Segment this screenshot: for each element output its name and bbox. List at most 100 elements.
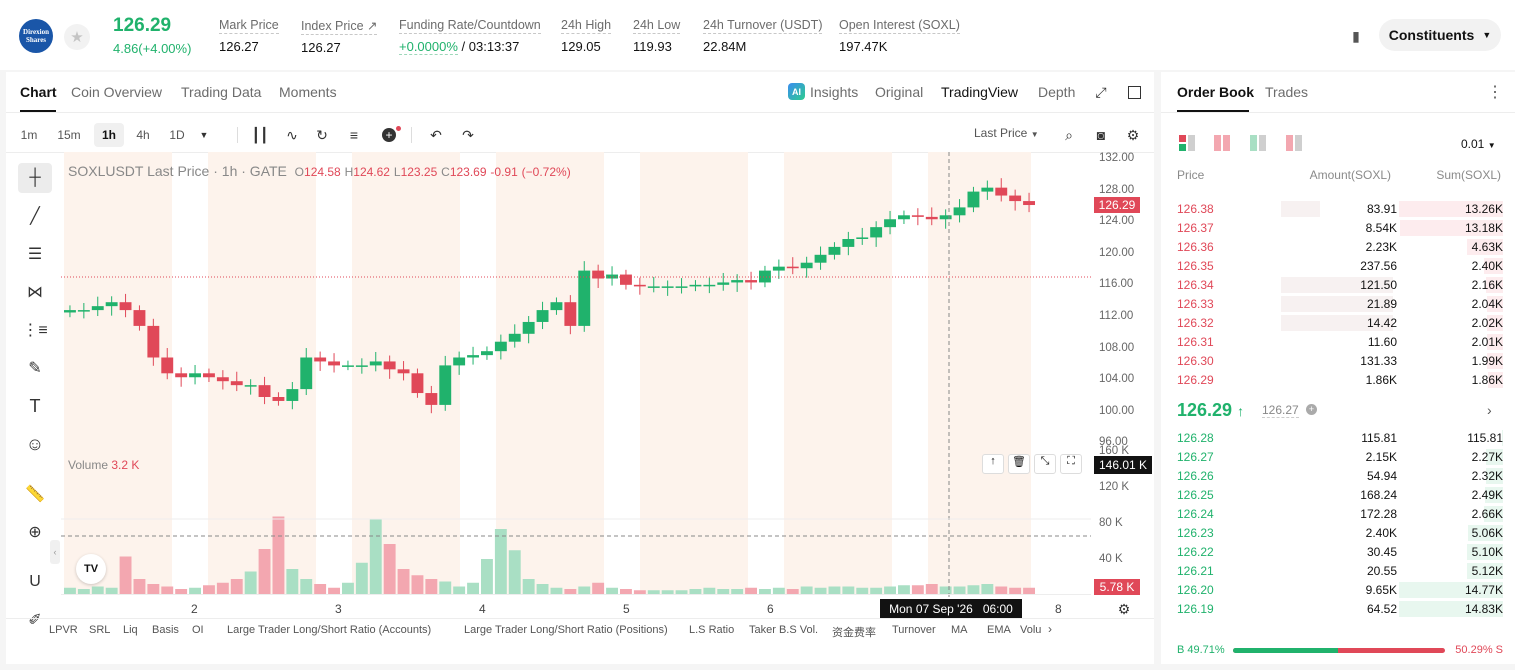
redo-icon[interactable]: ↷ — [462, 126, 474, 143]
indicator-chip[interactable]: EMA — [987, 624, 1011, 636]
pencil-lock-tool-icon[interactable]: ✐ — [28, 612, 42, 629]
magnet-tool-icon[interactable]: U — [29, 573, 41, 590]
tradingview-logo[interactable]: TV — [76, 554, 106, 584]
pane-delete-icon[interactable]: 🗑 — [1008, 454, 1030, 474]
ask-row[interactable]: 126.31 11.60 2.01K — [1177, 333, 1503, 352]
undo-icon[interactable]: ↶ — [430, 126, 442, 143]
indicators-next-icon[interactable]: › — [1048, 622, 1052, 636]
indicator-chip[interactable]: Large Trader Long/Short Ratio (Accounts) — [227, 624, 432, 636]
bid-row[interactable]: 126.28 115.81 115.81 — [1177, 429, 1503, 448]
favorite-star-icon[interactable]: ★ — [64, 24, 90, 50]
ask-row[interactable]: 126.35 237.56 2.40K — [1177, 257, 1503, 276]
bid-row[interactable]: 126.19 64.52 14.83K — [1177, 600, 1503, 619]
price-change: 4.86(+4.00%) — [113, 41, 192, 56]
timeframe-1d[interactable]: 1D — [169, 128, 185, 142]
view-asks-icon[interactable] — [1214, 135, 1230, 151]
indicator-chip[interactable]: L.S Ratio — [689, 624, 735, 636]
ask-row[interactable]: 126.32 14.42 2.02K — [1177, 314, 1503, 333]
settings-gear-icon[interactable]: ⚙ — [1126, 126, 1140, 143]
pane-up-icon[interactable]: ↑ — [982, 454, 1004, 474]
indicators-icon[interactable]: ∿ — [286, 126, 298, 143]
ask-row[interactable]: 126.34 121.50 2.16K — [1177, 276, 1503, 295]
view-depth[interactable]: Depth — [1038, 84, 1076, 100]
bid-row[interactable]: 126.20 9.65K 14.77K — [1177, 581, 1503, 600]
ask-row[interactable]: 126.33 21.89 2.04K — [1177, 295, 1503, 314]
tab-chart[interactable]: Chart — [20, 84, 57, 100]
timeframe-1m[interactable]: 1m — [20, 128, 38, 142]
tab-order-book[interactable]: Order Book — [1177, 84, 1255, 100]
amount-depth-bar — [1281, 277, 1393, 293]
more-menu-icon[interactable]: ⋮ — [1487, 84, 1503, 101]
timeframe-15m[interactable]: 15m — [57, 128, 81, 142]
constituents-button[interactable]: Constituents ▼ — [1379, 19, 1501, 51]
mark-info-icon[interactable]: + — [1306, 404, 1317, 415]
ruler-tool-icon[interactable]: 📏 — [25, 486, 45, 503]
fib-tool-icon[interactable]: ⋮≡ — [22, 322, 48, 339]
view-tradingview[interactable]: TradingView — [941, 84, 1019, 100]
pattern-tool-icon[interactable]: ⋈ — [27, 284, 43, 301]
replay-icon[interactable]: ↻ — [316, 126, 328, 143]
indicator-chip[interactable]: Turnover — [892, 624, 936, 636]
collapse-toolbar-icon[interactable]: ‹ — [50, 540, 60, 564]
bid-row[interactable]: 126.22 30.45 5.10K — [1177, 543, 1503, 562]
candle-type-icon[interactable]: ┃┃ — [251, 126, 269, 143]
brush-tool-icon[interactable]: ✎ — [28, 360, 42, 377]
bid-row[interactable]: 126.25 168.24 2.49K — [1177, 486, 1503, 505]
indicator-chip[interactable]: Taker B.S Vol. — [749, 624, 819, 636]
ask-row[interactable]: 126.38 83.91 13.26K — [1177, 200, 1503, 219]
ask-row[interactable]: 126.30 131.33 1.99K — [1177, 352, 1503, 371]
price-type-select[interactable]: Last Price ▼ — [974, 126, 1039, 140]
timeframe-4h[interactable]: 4h — [136, 128, 150, 142]
view-bids-icon[interactable] — [1250, 135, 1266, 151]
indicator-chip[interactable]: Large Trader Long/Short Ratio (Positions… — [464, 624, 668, 636]
indicator-chip[interactable]: Liq — [123, 624, 138, 636]
ask-row[interactable]: 126.29 1.86K 1.86K — [1177, 371, 1503, 390]
camera-icon[interactable]: ◙ — [1096, 127, 1106, 143]
bid-row[interactable]: 126.23 2.40K 5.06K — [1177, 524, 1503, 543]
view-alt-icon[interactable] — [1286, 135, 1302, 151]
window-icon[interactable] — [1122, 80, 1146, 104]
crosshair-tool-icon[interactable]: ┼ — [18, 163, 52, 193]
search-icon[interactable]: ⌕ — [1065, 126, 1073, 143]
volume-bar — [772, 587, 785, 594]
stat-index-price[interactable]: Index Price ↗ 126.27 — [301, 19, 378, 55]
candlestick-chart[interactable] — [6, 152, 1154, 614]
view-both-icon[interactable] — [1179, 135, 1195, 151]
view-original[interactable]: Original — [875, 84, 924, 100]
expand-icon[interactable]: ⤢ — [1095, 83, 1107, 100]
indicator-chip[interactable]: Basis — [152, 624, 179, 636]
timeframe-dropdown-icon[interactable]: ▼ — [199, 130, 209, 140]
emoji-tool-icon[interactable]: ☺ — [25, 433, 45, 454]
text-tool-icon[interactable]: T — [29, 395, 41, 416]
add-indicator-icon[interactable]: + — [377, 123, 401, 147]
indicator-chip[interactable]: OI — [192, 624, 204, 636]
tab-trades[interactable]: Trades — [1265, 84, 1309, 100]
indicator-chip[interactable]: 资金费率 — [832, 627, 876, 639]
ask-row[interactable]: 126.37 8.54K 13.18K — [1177, 219, 1503, 238]
trend-line-tool-icon[interactable]: ╱ — [30, 208, 40, 225]
bid-row[interactable]: 126.27 2.15K 2.27K — [1177, 448, 1503, 467]
ask-row[interactable]: 126.36 2.23K 4.63K — [1177, 238, 1503, 257]
bid-row[interactable]: 126.24 172.28 2.66K — [1177, 505, 1503, 524]
axis-settings-icon[interactable]: ⚙ — [1117, 600, 1131, 617]
book-icon[interactable]: ▮ — [1352, 27, 1360, 44]
tab-moments[interactable]: Moments — [279, 84, 337, 100]
timeframe-1h[interactable]: 1h — [94, 123, 124, 147]
pane-collapse-icon[interactable]: ⤡ — [1034, 454, 1056, 474]
volume-bar — [328, 587, 340, 594]
indicator-chip[interactable]: Volu — [1020, 624, 1042, 636]
indicator-chip[interactable]: LPVR — [49, 624, 78, 636]
horizontal-lines-tool-icon[interactable]: ☰ — [27, 246, 43, 263]
zoom-tool-icon[interactable]: ⊕ — [28, 524, 42, 541]
view-insights[interactable]: Insights — [810, 84, 859, 100]
precision-select[interactable]: 0.01 ▼ — [1461, 137, 1496, 151]
tab-coin-overview[interactable]: Coin Overview — [71, 84, 163, 100]
bid-row[interactable]: 126.26 54.94 2.32K — [1177, 467, 1503, 486]
chevron-right-icon[interactable]: › — [1487, 402, 1492, 418]
pane-maximize-icon[interactable]: ⛶ — [1060, 454, 1082, 474]
bid-row[interactable]: 126.21 20.55 5.12K — [1177, 562, 1503, 581]
indicator-chip[interactable]: SRL — [89, 624, 111, 636]
layout-icon[interactable]: ≡ — [349, 127, 359, 143]
tab-trading-data[interactable]: Trading Data — [181, 84, 262, 100]
indicator-chip[interactable]: MA — [951, 624, 968, 636]
